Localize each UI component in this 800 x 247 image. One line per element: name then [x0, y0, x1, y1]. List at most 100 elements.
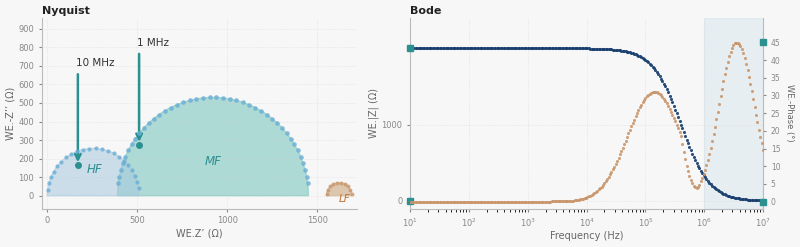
Point: [418, 46, 430, 50]
Point: [476, 46, 489, 50]
Point: [516, 200, 529, 204]
Point: [630, 111, 643, 115]
Point: [461, 200, 474, 204]
Point: [658, 82, 670, 86]
Point: [676, 143, 689, 146]
Point: [442, 200, 454, 204]
Point: [404, 46, 417, 50]
Point: [450, 200, 463, 204]
Point: [417, 46, 430, 50]
Point: [529, 200, 542, 204]
Point: [746, 198, 758, 202]
Point: [469, 46, 482, 50]
Point: [70, 149, 83, 153]
Point: [441, 46, 454, 50]
Point: [500, 46, 513, 50]
Point: [574, 46, 586, 50]
Point: [510, 46, 523, 50]
Point: [55, 160, 68, 164]
Point: [542, 200, 555, 204]
Point: [575, 197, 588, 201]
Point: [542, 46, 554, 50]
Point: [621, 135, 634, 139]
Point: [632, 54, 645, 58]
Point: [509, 200, 522, 204]
Point: [751, 120, 764, 124]
Point: [435, 46, 448, 50]
Point: [676, 126, 689, 130]
Point: [716, 87, 729, 91]
Point: [674, 123, 687, 127]
Point: [482, 46, 494, 50]
Point: [577, 46, 590, 50]
Point: [689, 158, 702, 162]
Point: [449, 46, 462, 50]
Point: [560, 199, 573, 203]
Point: [595, 47, 608, 51]
Point: [514, 46, 527, 50]
Point: [641, 94, 654, 98]
Point: [454, 200, 466, 204]
Point: [334, 181, 347, 185]
Point: [687, 184, 700, 188]
Point: [659, 84, 672, 88]
Point: [698, 173, 710, 177]
Point: [713, 189, 726, 193]
Point: [524, 200, 537, 204]
Point: [698, 168, 711, 172]
Point: [554, 46, 567, 50]
Point: [45, 175, 58, 179]
Point: [506, 200, 518, 204]
Point: [562, 46, 575, 50]
Point: [47, 170, 60, 174]
Point: [568, 46, 581, 50]
Point: [694, 180, 707, 184]
Point: [564, 46, 577, 50]
Point: [129, 174, 142, 178]
Point: [578, 196, 591, 200]
Point: [722, 54, 735, 58]
Point: [417, 200, 430, 204]
Point: [714, 94, 727, 98]
Point: [517, 46, 530, 50]
Point: [610, 162, 622, 166]
Point: [230, 98, 242, 102]
Point: [422, 46, 435, 50]
Point: [502, 200, 514, 204]
Point: [592, 187, 605, 191]
Point: [546, 200, 558, 204]
Point: [522, 200, 534, 204]
Point: [584, 46, 597, 50]
Point: [602, 47, 615, 51]
Point: [530, 46, 542, 50]
Point: [610, 48, 623, 52]
Point: [291, 148, 304, 152]
Point: [544, 46, 557, 50]
Point: [706, 184, 718, 188]
Point: [573, 46, 586, 50]
Point: [537, 46, 550, 50]
Point: [443, 200, 456, 204]
Point: [656, 79, 669, 83]
Point: [753, 127, 766, 131]
Point: [571, 46, 584, 50]
Point: [190, 97, 202, 101]
Point: [345, 192, 358, 196]
Point: [445, 46, 458, 50]
Point: [520, 200, 533, 204]
Point: [590, 47, 602, 51]
Point: [531, 200, 544, 204]
Point: [625, 124, 638, 128]
Point: [730, 196, 742, 200]
Point: [738, 56, 751, 60]
Point: [454, 46, 466, 50]
Point: [636, 100, 649, 104]
Point: [652, 72, 665, 76]
Point: [513, 46, 526, 50]
Point: [754, 135, 766, 139]
Point: [642, 60, 654, 64]
Point: [503, 46, 516, 50]
Point: [698, 172, 710, 176]
Point: [462, 46, 474, 50]
Point: [408, 200, 421, 204]
